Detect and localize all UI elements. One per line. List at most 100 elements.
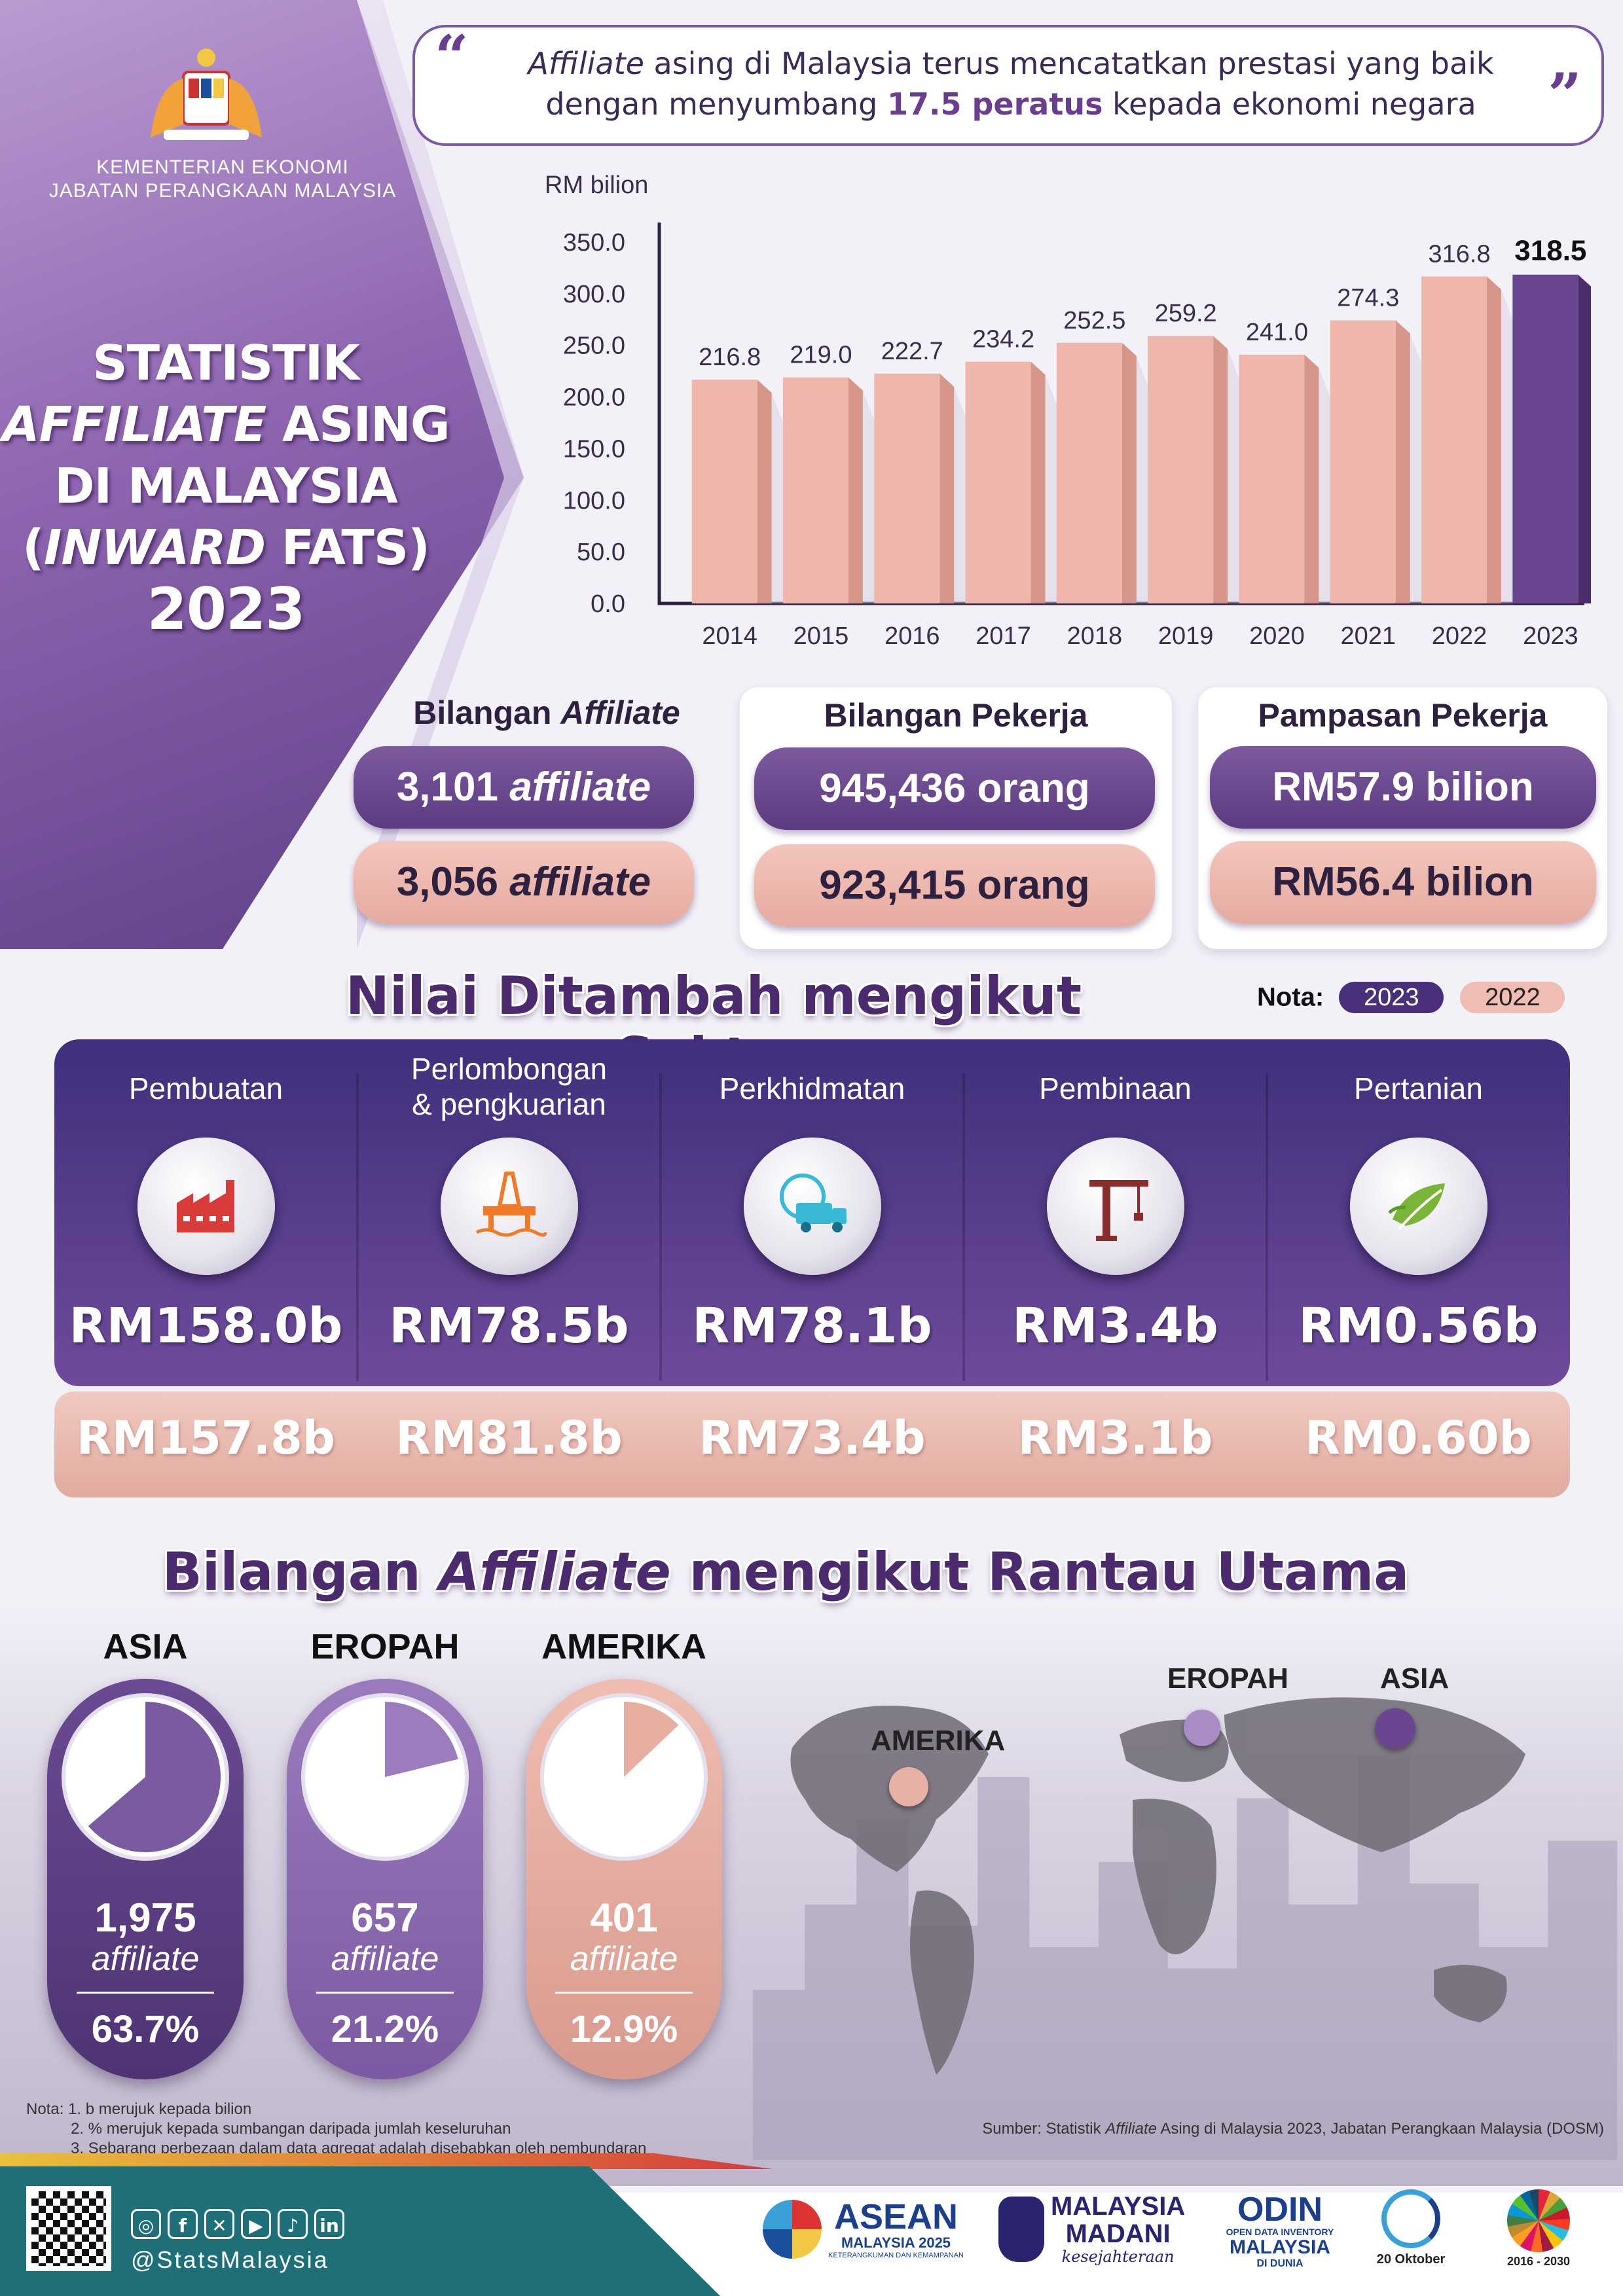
asean-tag-text: KETERANGKUMAN DAN KEMAMPANAN [828,2251,964,2259]
map-label-asia: ASIA [1380,1662,1450,1695]
chart-bar [691,380,797,603]
title-inward-italic: INWARD [43,520,266,576]
qr-code-icon[interactable] [26,2186,111,2271]
ministry-name: KEMENTERIAN EKONOMI [96,156,349,178]
y-tick-label: 50.0 [577,539,625,566]
sector-value-2022: RM3.1b [1017,1411,1213,1465]
bar-chart: 350.0 300.0 250.0 200.0 150.0 100.0 50.0 0.0 216… [563,223,1591,650]
sector-name: Perlombongan & pengkuarian [357,1051,661,1122]
region-percentage: 63.7% [91,2008,200,2051]
legend-2022: 2022 [1460,982,1565,1013]
madani-tag: kesejahteraan [1061,2248,1175,2266]
sector-name: Pembinaan [964,1071,1267,1106]
title-line-1: STATISTIK [92,335,359,391]
sector-name-line-1: Perlombongan [410,1052,608,1086]
sector-name: Perkhidmatan [661,1071,964,1106]
region-name: AMERIKA [541,1627,706,1666]
chart-bar [1421,276,1527,603]
region-unit: affiliate [331,1940,439,1978]
sector-divider [1266,1073,1268,1381]
social-icons: ◎ f ✕ ▶ ♪ in [131,2209,344,2239]
construction-crane-icon [1046,1138,1184,1275]
sector-name: Pertanian [1267,1071,1570,1106]
y-tick-label: 100.0 [563,487,625,514]
title-line-4: (INWARD FATS) [0,517,452,579]
factory-icon [137,1138,275,1275]
x-tick-label: 2017 [976,622,1031,650]
region-title-post: mengikut Rantau Utama [670,1541,1410,1602]
quote-affiliate-italic: Affiliate [528,46,644,81]
stat-value-2022: 3,056 affiliate [354,841,694,924]
y-tick-label: 150.0 [563,435,625,463]
bar-value-label: 216.8 [699,344,761,371]
region-count: 1,975 [94,1895,196,1941]
map-label-eropah: EROPAH [1167,1662,1288,1695]
sdg-logo: 2016 - 2030 [1493,2189,1584,2269]
source-post: Asing di Malaysia 2023, Jabatan Perangka… [1156,2120,1604,2138]
footer-left-band [0,2166,720,2296]
title-line-4-rest: FATS) [265,520,430,576]
odin-logo: ODIN OPEN DATA INVENTORY MALAYSIA DI DUN… [1218,2193,1342,2270]
sector-column: Perkhidmatan RM78.1b RM73.4b [661,1039,964,1498]
source-italic: Affiliate [1105,2120,1157,2138]
sector-name-line-1: Pembuatan [128,1071,283,1105]
bar-value-label: 222.7 [881,338,943,365]
chart-bar [782,377,888,603]
tiktok-icon[interactable]: ♪ [278,2209,308,2239]
asean-2025-logo: ASEAN MALAYSIA 2025 KETERANGKUMAN DAN KE… [763,2199,972,2259]
stat-value-2023: 3,101 affiliate [354,746,694,829]
stat-title-affiliates: Bilangan Affiliate [380,694,714,732]
quote-line-1-rest: asing di Malaysia terus mencatatkan pres… [644,46,1494,81]
region-capsule: 657 affiliate 21.2% [287,1679,483,2079]
leaf-icon [1349,1138,1487,1275]
stat-value-2023: RM57.9 bilion [1210,746,1596,829]
sector-value-2022: RM0.60b [1305,1411,1532,1465]
sector-value-2023: RM3.4b [1012,1298,1218,1354]
chart-bar [874,373,979,603]
y-tick-label: 350.0 [563,229,625,257]
map-marker-eropah [1184,1710,1220,1746]
map-marker-asia [1375,1708,1415,1749]
region-unit: affiliate [570,1940,678,1978]
stat-panel-compensation: Pampasan Pekerja RM57.9 bilion RM56.4 bi… [1198,687,1607,949]
x-tick-label: 2018 [1067,622,1123,650]
sdg-wheel-icon [1507,2189,1570,2252]
region-percentage: 12.9% [570,2008,678,2051]
sector-value-2023: RM78.1b [692,1298,932,1354]
note-2: 2. % merujuk kepada sumbangan daripada j… [71,2120,511,2138]
bar-value-label: 219.0 [790,342,852,369]
x-tick-label: 2021 [1340,622,1396,650]
sector-column: Perlombongan & pengkuarian RM78.5b RM81.8b [357,1039,661,1498]
x-tick-label: 2019 [1158,622,1214,650]
page-title: STATISTIK AFFILIATE ASING DI MALAYSIA (I… [0,332,452,640]
world-statistics-day-logo: 20 Oktober [1365,2189,1457,2267]
social-handle[interactable]: @StatsMalaysia [131,2246,329,2273]
facebook-icon[interactable]: f [168,2209,198,2239]
odin-top-text: ODIN [1237,2191,1322,2229]
stat-value-2022: RM56.4 bilion [1210,841,1596,924]
linkedin-icon[interactable]: in [314,2209,344,2239]
stat-panel-affiliates: Bilangan Affiliate 3,101 affiliate 3,056… [340,681,714,942]
x-twitter-icon[interactable]: ✕ [204,2209,234,2239]
sector-name: Pembuatan [54,1071,357,1106]
odin-line-2: MALAYSIA [1230,2236,1330,2258]
x-tick-label: 2015 [793,622,849,650]
instagram-icon[interactable]: ◎ [131,2209,161,2239]
y-tick-label: 200.0 [563,384,625,412]
region-capsule: 401 affiliate 12.9% [526,1679,722,2079]
map-marker-amerika [889,1767,928,1806]
sector-panel-2022 [54,1391,1570,1498]
wsd-chart-icon [1381,2189,1440,2248]
youtube-icon[interactable]: ▶ [241,2209,271,2239]
source-note: Sumber: Statistik Affiliate Asing di Mal… [884,2119,1604,2139]
oil-rig-icon [440,1138,578,1275]
sector-name-line-1: Perkhidmatan [719,1071,905,1105]
quote-box: “ ” Affiliate asing di Malaysia terus me… [412,22,1604,146]
sector-divider [356,1073,359,1381]
note-1: Nota: 1. b merujuk kepada bilion [26,2100,252,2118]
bar-value-label: 259.2 [1155,300,1217,327]
quote-line-2: dengan menyumbang 17.5 peratus kepada ek… [487,84,1535,124]
region-count: 657 [351,1895,419,1941]
stat-value-2022-unit: affiliate [509,859,651,905]
stat-value-2023-num: 3,101 [396,764,510,810]
